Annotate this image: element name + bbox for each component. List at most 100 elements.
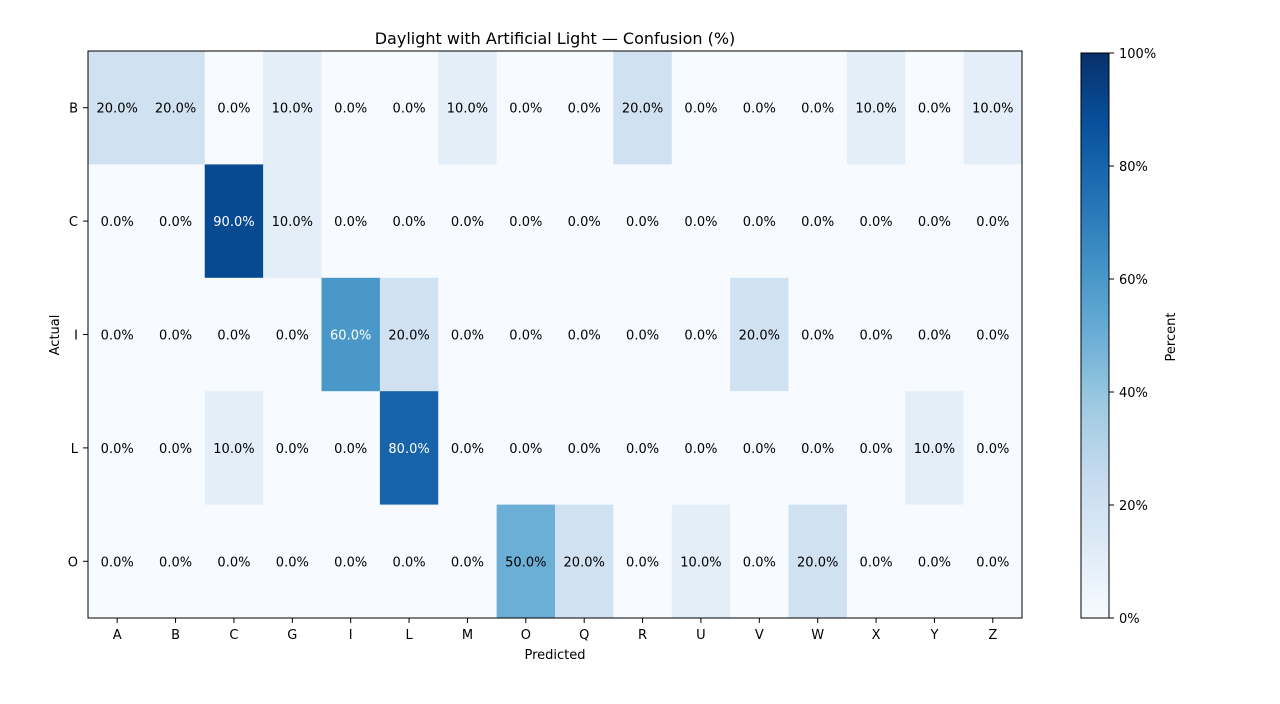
- heatmap-cell-B-Z: [963, 51, 1023, 165]
- heatmap-cell-B-C: [204, 51, 264, 165]
- cell-value-label: 0.0%: [276, 442, 309, 457]
- cell-value-label: 0.0%: [393, 215, 426, 230]
- heatmap-cell-I-X: [846, 277, 906, 392]
- cell-value-label: 0.0%: [801, 102, 834, 117]
- cell-value-label: 0.0%: [159, 215, 192, 230]
- colorbar-label: Percent: [1164, 313, 1179, 362]
- cell-value-label: 10.0%: [272, 215, 313, 230]
- cell-value-label: 0.0%: [626, 442, 659, 457]
- heatmap-cell-O-Z: [963, 504, 1023, 619]
- cell-value-label: 0.0%: [159, 442, 192, 457]
- cell-value-label: 0.0%: [101, 329, 134, 344]
- cell-value-label: 0.0%: [918, 215, 951, 230]
- chart-title: Daylight with Artificial Light — Confusi…: [375, 29, 736, 48]
- heatmap-cell-O-G: [263, 504, 322, 619]
- cell-value-label: 50.0%: [505, 555, 546, 570]
- heatmap-cell-L-R: [613, 391, 673, 506]
- heatmap-cell-L-W: [788, 391, 848, 506]
- heatmap-cell-C-G: [263, 164, 322, 279]
- heatmap-cell-B-R: [613, 51, 673, 165]
- heatmap-cell-C-X: [846, 164, 906, 279]
- cell-value-label: 0.0%: [801, 329, 834, 344]
- heatmap-cell-C-B: [146, 164, 206, 279]
- x-tick-label: Z: [988, 628, 997, 643]
- heatmap-cell-C-L: [379, 164, 439, 279]
- cell-value-label: 0.0%: [918, 555, 951, 570]
- colorbar: 0% 20% 40% 60% 80% 100% Percent: [1080, 47, 1179, 627]
- colorbar-tick-label: 0%: [1119, 612, 1140, 627]
- cell-value-label: 0.0%: [334, 215, 367, 230]
- cell-value-label: 0.0%: [684, 215, 717, 230]
- colorbar-tick-label: 20%: [1119, 499, 1148, 514]
- cell-value-label: 0.0%: [743, 442, 776, 457]
- y-tick-label: B: [69, 102, 78, 117]
- cell-value-label: 10.0%: [272, 102, 313, 117]
- x-tick-label: W: [811, 628, 824, 643]
- heatmap-cell-O-M: [438, 504, 498, 619]
- heatmap-cell-O-B: [146, 504, 206, 619]
- y-tick-label: I: [74, 329, 78, 344]
- heatmap-cell-I-I: [321, 277, 381, 392]
- cell-value-label: 0.0%: [743, 215, 776, 230]
- colorbar-tick-label: 60%: [1119, 273, 1148, 288]
- cell-value-label: 90.0%: [213, 215, 254, 230]
- cell-value-label: 10.0%: [213, 442, 254, 457]
- cell-value-label: 0.0%: [451, 215, 484, 230]
- cell-value-label: 0.0%: [276, 329, 309, 344]
- heatmap-cell-I-A: [88, 277, 147, 392]
- cell-value-label: 0.0%: [976, 329, 1009, 344]
- heatmap-cell-L-C: [204, 391, 264, 506]
- heatmap-cell-C-U: [671, 164, 731, 279]
- cell-value-label: 0.0%: [918, 329, 951, 344]
- heatmap-cell-C-A: [88, 164, 147, 279]
- heatmap-cell-I-Z: [963, 277, 1023, 392]
- cell-value-label: 20.0%: [97, 102, 138, 117]
- heatmap-cell-O-A: [88, 504, 147, 619]
- heatmap-cell-O-Q: [555, 504, 614, 619]
- x-tick-label: Q: [579, 628, 589, 643]
- cell-value-label: 10.0%: [914, 442, 955, 457]
- cell-value-label: 0.0%: [626, 215, 659, 230]
- y-tick-label: L: [71, 442, 79, 457]
- cell-value-label: 20.0%: [388, 329, 429, 344]
- heatmap-cell-I-C: [204, 277, 264, 392]
- heatmap-cell-L-V: [730, 391, 789, 506]
- heatmap-cell-C-C: [204, 164, 264, 279]
- cell-value-label: 0.0%: [334, 555, 367, 570]
- heatmap-cell-B-B: [146, 51, 206, 165]
- cell-value-label: 0.0%: [976, 215, 1009, 230]
- heatmap-cell-I-Q: [555, 277, 614, 392]
- cell-value-label: 0.0%: [393, 555, 426, 570]
- heatmap-cell-C-M: [438, 164, 498, 279]
- x-tick-label: O: [521, 628, 531, 643]
- x-tick-label: X: [872, 628, 881, 643]
- heatmap-cell-O-R: [613, 504, 673, 619]
- x-tick-label: G: [287, 628, 297, 643]
- colorbar-tick-label: 100%: [1119, 47, 1156, 62]
- x-tick-label: R: [638, 628, 647, 643]
- heatmap-cell-B-M: [438, 51, 498, 165]
- heatmap-cell-L-Z: [963, 391, 1023, 506]
- cell-value-label: 0.0%: [159, 555, 192, 570]
- cell-value-label: 0.0%: [568, 329, 601, 344]
- heatmap-cell-I-R: [613, 277, 673, 392]
- heatmap-cell-B-Q: [555, 51, 614, 165]
- heatmap-cell-C-I: [321, 164, 381, 279]
- heatmap-cell-L-G: [263, 391, 322, 506]
- y-tick-label: C: [69, 215, 78, 230]
- heatmap-cell-labels: 20.0% 20.0% 0.0% 10.0% 0.0% 0.0% 10.0% 0.0% 0.0%…: [97, 102, 1014, 571]
- cell-value-label: 0.0%: [217, 102, 250, 117]
- y-tick-label: O: [68, 555, 78, 570]
- cell-value-label: 0.0%: [860, 442, 893, 457]
- cell-value-label: 0.0%: [334, 442, 367, 457]
- heatmap-cell-I-B: [146, 277, 206, 392]
- heatmap-cell-B-V: [730, 51, 789, 165]
- colorbar-gradient: [1080, 52, 1110, 619]
- heatmap-cell-L-U: [671, 391, 731, 506]
- x-tick-label: L: [405, 628, 413, 643]
- cell-value-label: 0.0%: [509, 442, 542, 457]
- heatmap-cell-L-A: [88, 391, 147, 506]
- x-axis-label: Predicted: [524, 648, 585, 663]
- heatmap-cell-O-X: [846, 504, 906, 619]
